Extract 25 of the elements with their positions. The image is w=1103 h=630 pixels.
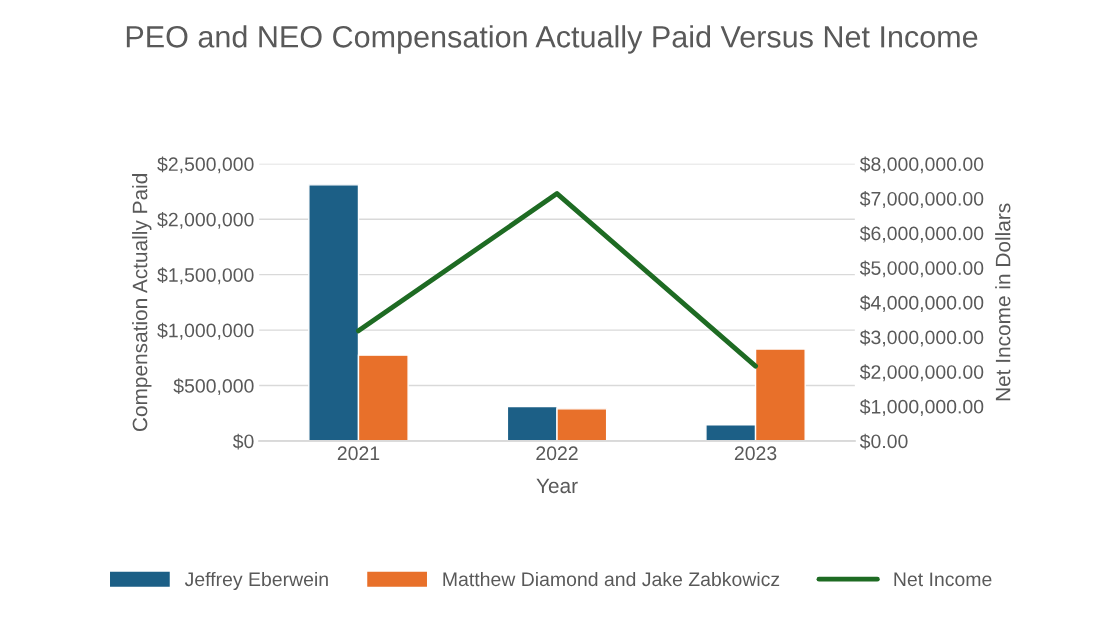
chart-title: PEO and NEO Compensation Actually Paid Versus Net Income: [126, 25, 978, 54]
y2-tick-label: $5,000,000.00: [859, 260, 984, 278]
legend-label: Matthew Diamond and Jake Zabkowicz: [443, 571, 780, 587]
y2-tick-label: $6,000,000.00: [859, 225, 984, 243]
y-axis-title: Compensation Actually Paid: [132, 174, 152, 432]
y-tick-label: $0: [232, 433, 254, 450]
y-tick-label: $2,500,000: [157, 156, 254, 174]
y-tick-label: $500,000: [173, 378, 254, 396]
y-tick-label: $1,500,000: [157, 267, 254, 285]
y-tick-label: $1,000,000: [157, 322, 254, 340]
legend-label: Jeffrey Eberwein: [184, 571, 328, 591]
x-tick-label: 2023: [734, 446, 777, 461]
y-tick-label: $2,000,000: [157, 211, 254, 229]
y2-tick-label: $2,000,000.00: [859, 364, 984, 382]
x-tick-label: 2021: [337, 446, 380, 461]
legend-label: Net Income: [894, 572, 992, 587]
y2-tick-label: $8,000,000.00: [859, 156, 984, 174]
y2-tick-label: $1,000,000.00: [859, 399, 984, 416]
y2-tick-label: $4,000,000.00: [859, 295, 984, 312]
y2-axis-title: Net Income in Dollars: [995, 203, 1011, 401]
y2-tick-label: $0.00: [859, 433, 908, 450]
x-tick-label: 2022: [536, 446, 578, 461]
x-axis-title: Year: [536, 478, 578, 494]
y2-tick-label: $3,000,000.00: [859, 329, 984, 347]
y2-tick-label: $7,000,000.00: [859, 191, 984, 208]
